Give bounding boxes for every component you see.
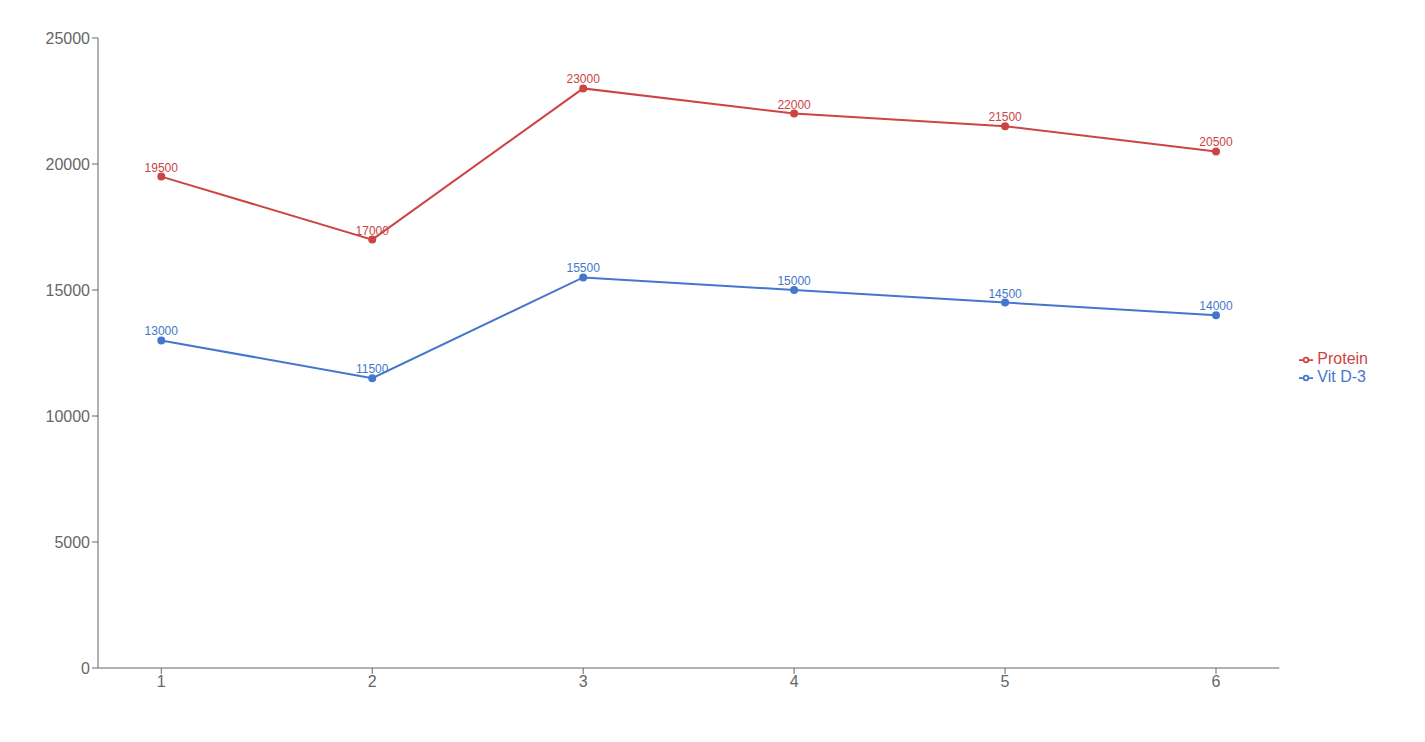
svg-text:1: 1 <box>157 673 166 690</box>
svg-text:13000: 13000 <box>145 324 179 338</box>
svg-text:11500: 11500 <box>356 362 389 376</box>
svg-text:20000: 20000 <box>46 156 91 173</box>
svg-text:5: 5 <box>1001 673 1010 690</box>
svg-text:3: 3 <box>579 673 588 690</box>
svg-text:5000: 5000 <box>54 534 90 551</box>
svg-text:19500: 19500 <box>145 161 179 175</box>
svg-text:22000: 22000 <box>777 98 811 112</box>
svg-text:15500: 15500 <box>566 261 600 275</box>
svg-text:14500: 14500 <box>988 287 1022 301</box>
html-text:Vit D-3: Vit D-3 <box>1317 368 1366 385</box>
svg-text:17000: 17000 <box>356 224 390 238</box>
svg-text:10000: 10000 <box>46 408 91 425</box>
html-text:Protein: Protein <box>1317 350 1368 367</box>
svg-text:6: 6 <box>1212 673 1221 690</box>
svg-text:15000: 15000 <box>46 282 91 299</box>
svg-text:0: 0 <box>81 660 90 677</box>
svg-text:23000: 23000 <box>566 72 600 86</box>
svg-text:15000: 15000 <box>777 274 811 288</box>
svg-text:21500: 21500 <box>988 110 1022 124</box>
svg-text:25000: 25000 <box>46 30 91 47</box>
svg-text:14000: 14000 <box>1199 299 1233 313</box>
svg-text:20500: 20500 <box>1199 135 1233 149</box>
svg-text:2: 2 <box>368 673 377 690</box>
svg-text:4: 4 <box>790 673 799 690</box>
